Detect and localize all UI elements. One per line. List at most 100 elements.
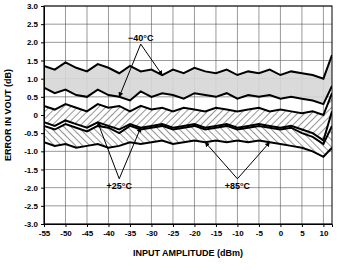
grid-line-y — [44, 60, 332, 61]
y-tick-label: -3.0 — [24, 220, 38, 229]
series-label: +85°C — [225, 181, 251, 191]
x-tick: 5 — [300, 224, 305, 238]
plot-background — [44, 6, 332, 224]
x-tick-mark — [65, 224, 66, 227]
y-tick-mark — [41, 24, 44, 25]
y-tick: 0.5 — [27, 93, 44, 102]
x-tick-label: -5 — [256, 229, 264, 238]
y-tick-label: 1.5 — [27, 57, 39, 66]
y-tick: 1.0 — [27, 75, 44, 84]
x-tick: -20 — [189, 224, 201, 238]
y-tick: 0 — [34, 111, 44, 120]
x-tick-label: -50 — [60, 229, 72, 238]
y-tick-mark — [41, 79, 44, 80]
y-tick-mark — [41, 97, 44, 98]
y-tick-label: -2.0 — [24, 184, 38, 193]
x-tick: -30 — [146, 224, 158, 238]
annotation-arrow — [237, 142, 269, 179]
y-tick: 3.0 — [27, 2, 44, 11]
annotation-arrow — [98, 122, 119, 179]
y-tick-label: 3.0 — [27, 2, 39, 11]
y-tick: 2.0 — [27, 38, 44, 47]
x-tick-label: 0 — [279, 229, 284, 238]
y-tick-mark — [41, 188, 44, 189]
y-tick-mark — [41, 6, 44, 7]
chart: -55-50-45-40-35-30-25-20-15-10-50510-3.0… — [0, 0, 339, 270]
band-line — [44, 93, 332, 115]
y-axis: -3.0 -2.5 -2.0 -1.5 -1.0 -0.5 0 0.5 1.0 1.5 2.0 2.5… — [24, 2, 44, 229]
y-tick-mark — [41, 42, 44, 43]
series-label: −40°C — [128, 33, 154, 43]
y-tick: -2.5 — [24, 202, 44, 211]
x-tick: -55 — [39, 224, 51, 238]
x-tick: -10 — [232, 224, 244, 238]
annotation-arrow — [119, 44, 140, 97]
band-area — [44, 124, 332, 157]
x-axis-line — [45, 225, 333, 228]
y-tick-label: -1.5 — [24, 166, 38, 175]
y-tick-label: -0.5 — [24, 129, 38, 138]
y-tick: 2.5 — [27, 20, 44, 29]
x-tick: 0 — [279, 224, 284, 238]
x-tick: 10 — [319, 224, 328, 238]
x-tick-label: -40 — [103, 229, 115, 238]
grid-line-y — [44, 205, 332, 206]
band-line — [44, 55, 332, 79]
grid-line-y — [44, 24, 332, 25]
y-tick: -3.0 — [24, 220, 44, 229]
grid-line-y — [44, 187, 332, 188]
y-tick-mark — [41, 115, 44, 116]
x-tick: -5 — [256, 224, 264, 238]
y-tick: -2.0 — [24, 184, 44, 193]
y-tick-label: 1.0 — [27, 75, 39, 84]
x-tick-mark — [194, 224, 195, 227]
series-label: +25°C — [107, 181, 133, 191]
y-axis-line — [41, 7, 45, 225]
x-tick: -35 — [125, 224, 137, 238]
x-tick-label: -30 — [146, 229, 158, 238]
y-tick-label: 0 — [34, 111, 39, 120]
x-tick-label: -45 — [82, 229, 94, 238]
annotation-arrow — [141, 44, 162, 75]
plot-area — [44, 55, 332, 157]
y-tick-mark — [41, 133, 44, 134]
annotation-arrow — [119, 128, 140, 179]
x-tick: -45 — [82, 224, 94, 238]
x-tick-mark — [259, 224, 260, 227]
y-tick-mark — [41, 61, 44, 62]
x-tick-mark — [237, 224, 238, 227]
y-tick-mark — [41, 151, 44, 152]
x-tick-mark — [151, 224, 152, 227]
y-tick: -1.0 — [24, 147, 44, 156]
y-axis-title: ERROR IN VOUT (dB) — [3, 69, 13, 161]
x-tick-label: -15 — [211, 229, 223, 238]
x-tick-mark — [108, 224, 109, 227]
y-tick-label: 2.0 — [27, 38, 39, 47]
annotations: −40°C +25°C +85°C — [98, 33, 270, 191]
x-tick-label: 5 — [300, 229, 305, 238]
x-tick-mark — [87, 224, 88, 227]
x-tick-mark — [216, 224, 217, 227]
x-tick-mark — [173, 224, 174, 227]
y-tick-mark — [41, 224, 44, 225]
y-tick-mark — [41, 206, 44, 207]
x-tick-mark — [130, 224, 131, 227]
x-tick: -50 — [60, 224, 72, 238]
y-tick-label: 2.5 — [27, 20, 39, 29]
x-tick-label: -55 — [39, 229, 51, 238]
x-tick-label: -10 — [232, 229, 244, 238]
x-tick: -15 — [211, 224, 223, 238]
band-line — [44, 140, 332, 156]
x-tick-mark — [280, 224, 281, 227]
plot-frame — [44, 6, 332, 224]
y-tick: -1.5 — [24, 166, 44, 175]
y-tick: -0.5 — [24, 129, 44, 138]
x-tick-mark — [323, 224, 324, 227]
x-tick-label: -35 — [125, 229, 137, 238]
x-tick: -25 — [168, 224, 180, 238]
band-line — [44, 86, 332, 104]
band-area — [44, 55, 332, 104]
y-tick-label: -2.5 — [24, 202, 38, 211]
x-axis: -55-50-45-40-35-30-25-20-15-10-50510 — [39, 224, 333, 238]
x-tick-label: -20 — [189, 229, 201, 238]
